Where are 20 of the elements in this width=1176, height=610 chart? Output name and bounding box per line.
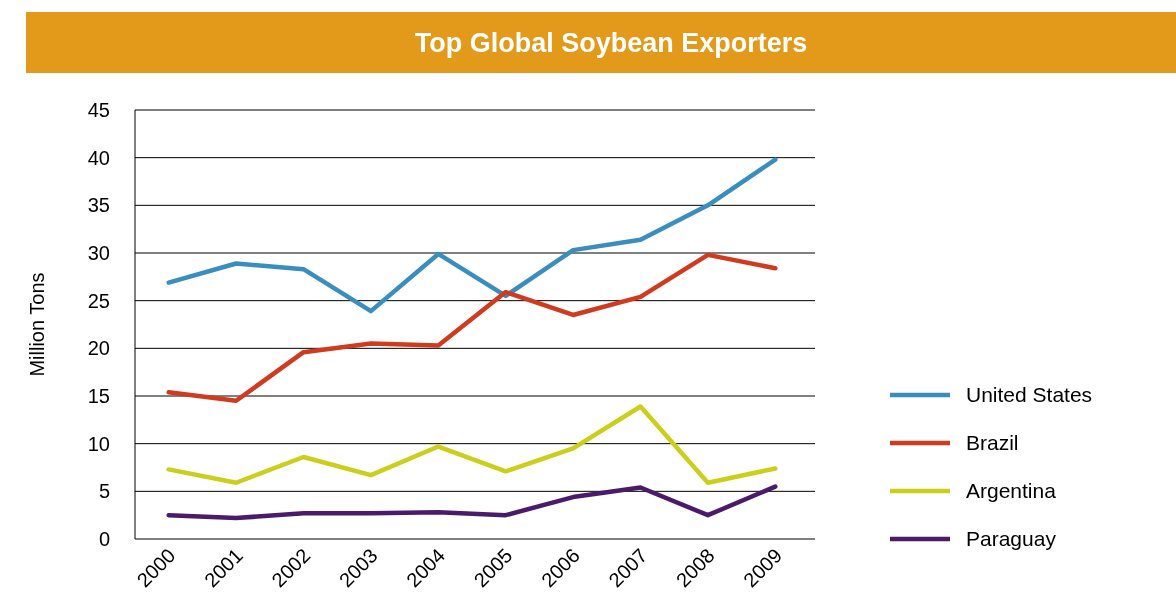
- y-tick-label: 15: [87, 385, 110, 407]
- y-tick-label: 10: [87, 432, 110, 455]
- y-tick-label: 45: [87, 99, 110, 121]
- y-tick-label: 35: [87, 194, 110, 217]
- line-series: [166, 252, 778, 404]
- line-series: [166, 157, 778, 314]
- y-tick-label: 0: [98, 528, 110, 550]
- y-tick-label: 25: [87, 289, 110, 312]
- y-tick-label: 30: [87, 242, 110, 264]
- legend-label: Brazil: [966, 431, 1019, 454]
- y-tick-label: 20: [87, 337, 110, 360]
- y-tick-label: 5: [98, 480, 110, 503]
- line-series: [166, 404, 778, 485]
- y-tick-label: 40: [87, 146, 110, 169]
- legend-label: Paraguay: [966, 527, 1057, 550]
- legend-label: Argentina: [966, 479, 1057, 502]
- chart-title: Top Global Soybean Exporters: [414, 28, 808, 58]
- legend-label: United States: [966, 383, 1093, 406]
- line-series: [166, 484, 778, 521]
- y-axis-title: Million Tons: [26, 272, 48, 377]
